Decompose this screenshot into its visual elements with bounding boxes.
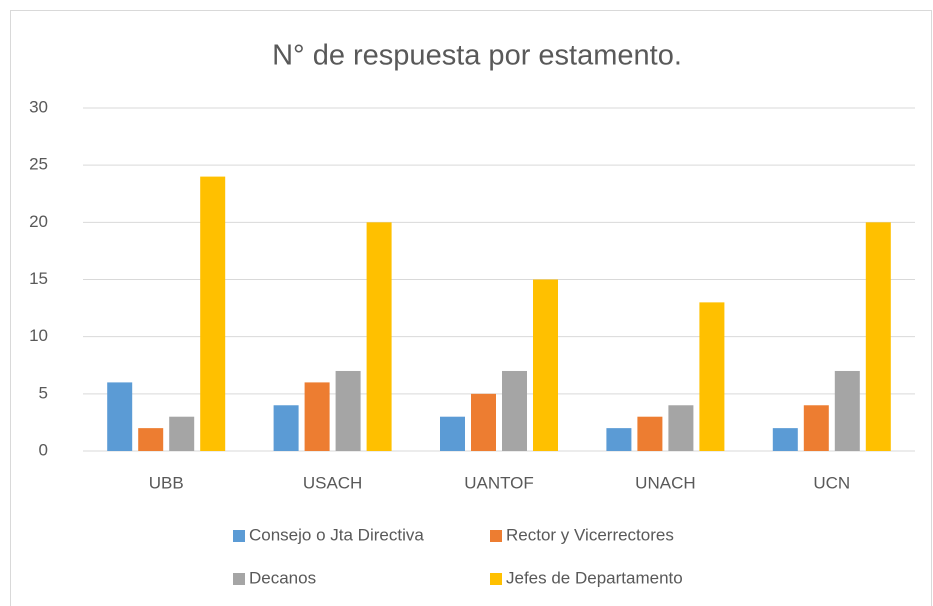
legend-swatch bbox=[233, 530, 245, 542]
bar bbox=[138, 428, 164, 451]
bar bbox=[273, 405, 299, 451]
bar bbox=[107, 382, 133, 451]
x-tick-label: UCN bbox=[813, 473, 850, 492]
bar bbox=[803, 405, 829, 451]
y-tick-label: 25 bbox=[29, 155, 48, 174]
bar bbox=[637, 416, 663, 451]
y-tick-label: 20 bbox=[29, 212, 48, 231]
y-tick-label: 30 bbox=[29, 97, 48, 116]
bar bbox=[533, 279, 558, 451]
bar bbox=[502, 370, 527, 451]
legend-swatch bbox=[233, 573, 245, 585]
bar bbox=[668, 405, 694, 451]
legend-label: Rector y Vicerrectores bbox=[506, 525, 674, 544]
bar bbox=[606, 428, 632, 451]
bar bbox=[834, 370, 860, 451]
x-tick-label: UNACH bbox=[635, 473, 695, 492]
bar bbox=[335, 370, 361, 451]
bar bbox=[366, 222, 392, 451]
y-tick-label: 0 bbox=[39, 440, 48, 459]
chart-title: N° de respuesta por estamento. bbox=[272, 40, 682, 72]
bar bbox=[865, 222, 891, 451]
bar bbox=[699, 302, 725, 451]
chart-frame bbox=[10, 10, 932, 606]
legend-label: Jefes de Departamento bbox=[506, 568, 683, 587]
legend-label: Consejo o Jta Directiva bbox=[249, 525, 424, 544]
bar bbox=[200, 176, 226, 451]
legend-swatch bbox=[490, 573, 502, 585]
bar bbox=[304, 382, 330, 451]
y-tick-label: 5 bbox=[39, 383, 48, 402]
x-tick-label: UANTOF bbox=[464, 473, 534, 492]
x-tick-label: USACH bbox=[303, 473, 363, 492]
bar bbox=[169, 416, 195, 451]
legend-label: Decanos bbox=[249, 568, 316, 587]
bar bbox=[440, 416, 465, 451]
bar bbox=[471, 393, 496, 451]
y-tick-label: 15 bbox=[29, 269, 48, 288]
bar bbox=[772, 428, 798, 451]
legend-swatch bbox=[490, 530, 502, 542]
y-tick-label: 10 bbox=[29, 326, 48, 345]
x-tick-label: UBB bbox=[149, 473, 184, 492]
